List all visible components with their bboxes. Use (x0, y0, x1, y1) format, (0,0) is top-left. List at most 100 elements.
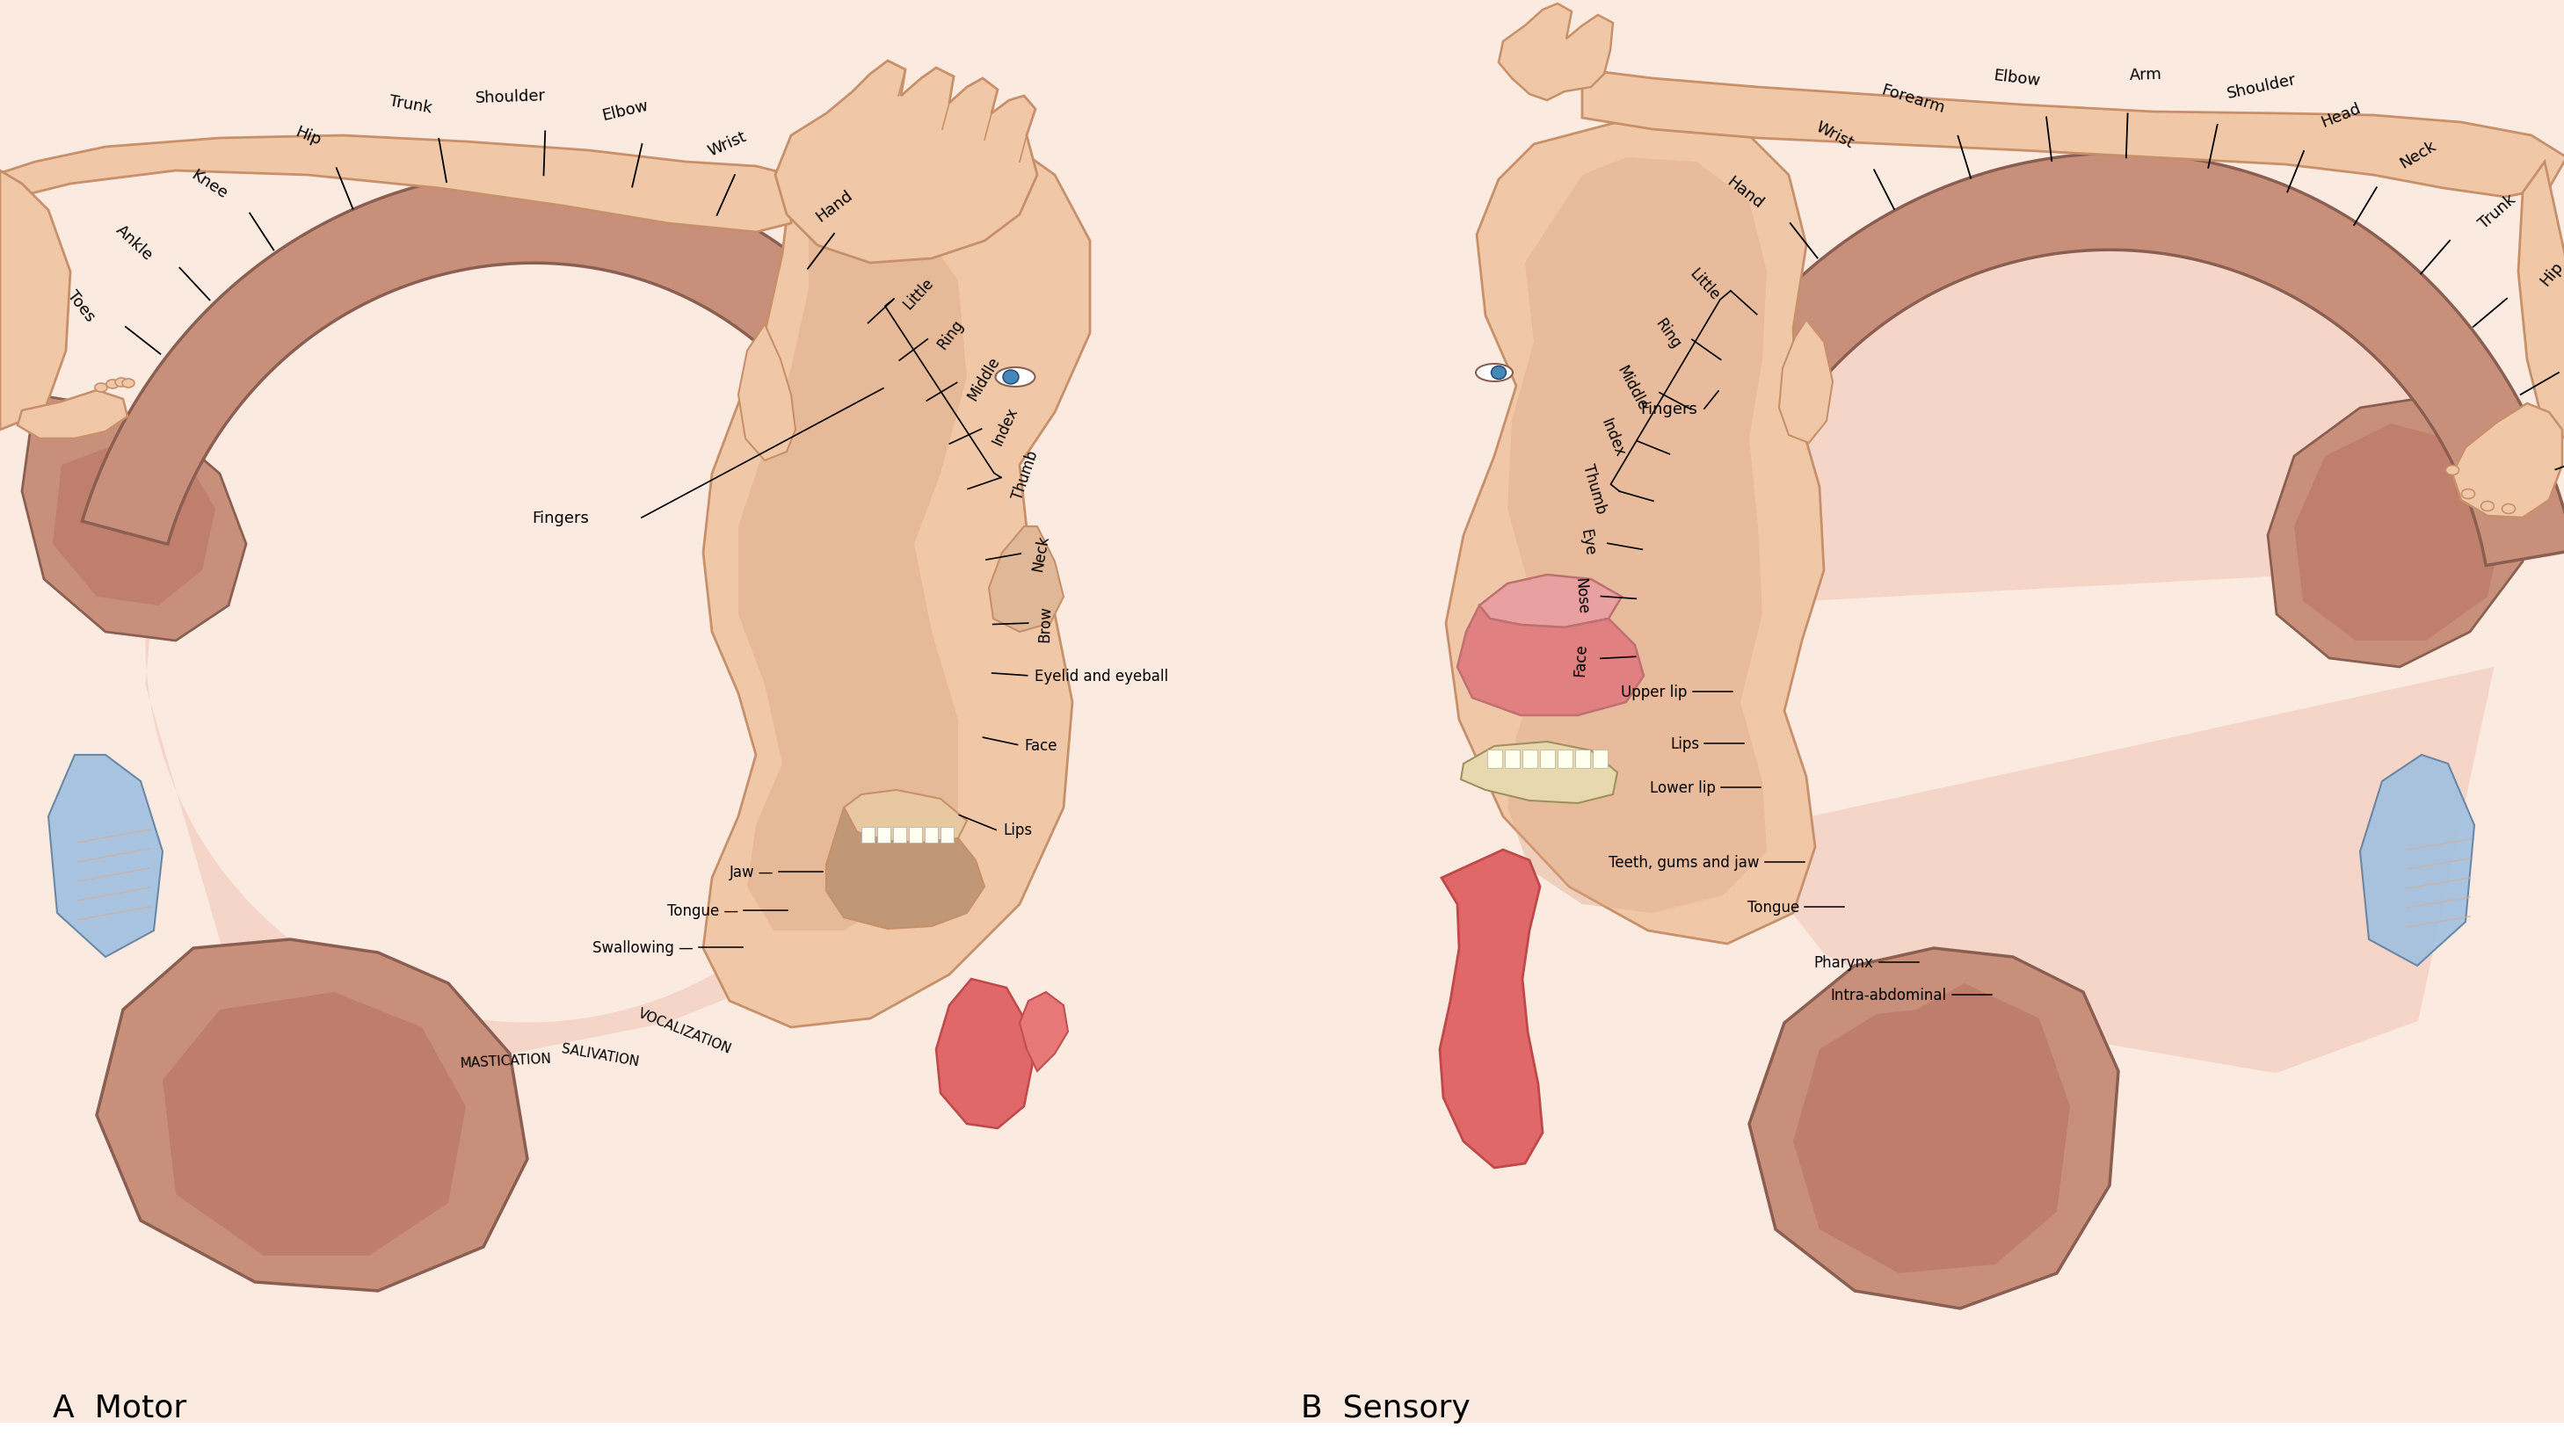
Polygon shape (23, 395, 246, 641)
Polygon shape (1456, 606, 1644, 716)
Polygon shape (2267, 395, 2531, 667)
Polygon shape (1779, 320, 1833, 444)
Text: MASTICATION: MASTICATION (459, 1051, 551, 1070)
Polygon shape (0, 172, 69, 431)
Ellipse shape (1477, 364, 1513, 381)
Text: Swallowing —: Swallowing — (592, 941, 692, 957)
Text: Thumb: Thumb (1010, 448, 1041, 502)
Polygon shape (844, 791, 967, 843)
Text: Elbow: Elbow (600, 98, 651, 124)
Text: Eye: Eye (1577, 527, 1597, 556)
Text: Fingers: Fingers (531, 510, 590, 526)
Text: Neck: Neck (1031, 533, 1051, 572)
Text: Ankle: Ankle (113, 221, 156, 264)
Polygon shape (1500, 4, 1613, 100)
Text: VOCALIZATION: VOCALIZATION (636, 1006, 733, 1056)
Text: Knee: Knee (190, 167, 231, 202)
Text: Forearm: Forearm (1879, 82, 1946, 116)
Ellipse shape (2502, 505, 2515, 514)
Text: Nose: Nose (1572, 577, 1590, 614)
Text: Hand: Hand (813, 188, 856, 226)
Polygon shape (1479, 575, 1620, 628)
Polygon shape (1461, 743, 1618, 804)
Polygon shape (2451, 403, 2561, 518)
Text: Middle: Middle (964, 354, 1003, 403)
Ellipse shape (115, 379, 128, 387)
Polygon shape (1523, 750, 1538, 769)
Text: Wrist: Wrist (1813, 119, 1856, 151)
Polygon shape (1636, 154, 2564, 872)
Text: Eyelid and eyeball: Eyelid and eyeball (1033, 668, 1169, 684)
Polygon shape (97, 939, 528, 1291)
Text: Face: Face (1026, 737, 1056, 753)
Text: Hip: Hip (2538, 259, 2564, 290)
Text: Lips: Lips (1003, 823, 1033, 839)
Polygon shape (926, 827, 938, 843)
Polygon shape (1720, 248, 2495, 1073)
Text: Index: Index (990, 405, 1020, 447)
Text: Wrist: Wrist (705, 128, 749, 159)
Polygon shape (1505, 750, 1520, 769)
Polygon shape (877, 827, 890, 843)
Polygon shape (738, 325, 795, 462)
Text: Trunk: Trunk (2477, 191, 2518, 232)
Text: Upper lip: Upper lip (1620, 684, 1687, 700)
Text: Intra-abdominal: Intra-abdominal (1831, 987, 1946, 1003)
Text: Head: Head (2318, 100, 2364, 131)
Polygon shape (1574, 750, 1590, 769)
Polygon shape (2295, 424, 2505, 641)
Polygon shape (54, 440, 215, 606)
Text: Shoulder: Shoulder (474, 87, 546, 106)
Text: Lower lip: Lower lip (1649, 779, 1715, 795)
Text: Neck: Neck (2397, 137, 2438, 172)
Polygon shape (774, 61, 1038, 264)
Text: Thumb: Thumb (1579, 463, 1610, 515)
Polygon shape (738, 202, 967, 930)
Text: Pharynx: Pharynx (1813, 955, 1874, 971)
Ellipse shape (123, 380, 133, 389)
Ellipse shape (105, 380, 118, 389)
Polygon shape (82, 170, 995, 874)
Polygon shape (1249, 0, 2564, 1423)
Polygon shape (1020, 993, 1069, 1072)
Text: Tongue: Tongue (1746, 898, 1800, 914)
Polygon shape (1487, 750, 1503, 769)
Polygon shape (892, 827, 905, 843)
Text: Tongue —: Tongue — (667, 903, 738, 919)
Text: Elbow: Elbow (1992, 68, 2041, 89)
Text: Toes: Toes (64, 287, 97, 325)
Polygon shape (146, 542, 910, 1083)
Polygon shape (941, 827, 954, 843)
Text: Ring: Ring (933, 317, 967, 352)
Polygon shape (936, 978, 1033, 1128)
Polygon shape (826, 808, 985, 929)
Ellipse shape (95, 384, 108, 393)
Polygon shape (703, 109, 1090, 1028)
Text: Hip: Hip (292, 124, 323, 149)
Text: Fingers: Fingers (1641, 402, 1697, 418)
Polygon shape (990, 527, 1064, 632)
Text: Jaw —: Jaw — (728, 863, 774, 879)
Polygon shape (1592, 750, 1608, 769)
Polygon shape (49, 756, 162, 957)
Text: Little: Little (900, 275, 936, 313)
Text: A  Motor: A Motor (54, 1393, 187, 1423)
Ellipse shape (2461, 489, 2474, 499)
Text: Middle: Middle (1613, 363, 1651, 414)
Polygon shape (862, 827, 874, 843)
Text: Arm: Arm (2128, 67, 2161, 83)
Polygon shape (0, 135, 792, 233)
Polygon shape (908, 827, 923, 843)
Text: Index: Index (1597, 416, 1628, 459)
Text: Brow: Brow (1036, 604, 1054, 642)
Ellipse shape (2446, 466, 2459, 476)
Polygon shape (1541, 750, 1554, 769)
Text: B  Sensory: B Sensory (1300, 1393, 1469, 1423)
Polygon shape (1556, 750, 1572, 769)
Text: Ring: Ring (1651, 316, 1685, 352)
Polygon shape (2518, 163, 2564, 440)
Ellipse shape (995, 368, 1036, 387)
Text: Face: Face (1572, 642, 1590, 677)
Polygon shape (1749, 948, 2118, 1309)
Text: Trunk: Trunk (387, 93, 433, 116)
